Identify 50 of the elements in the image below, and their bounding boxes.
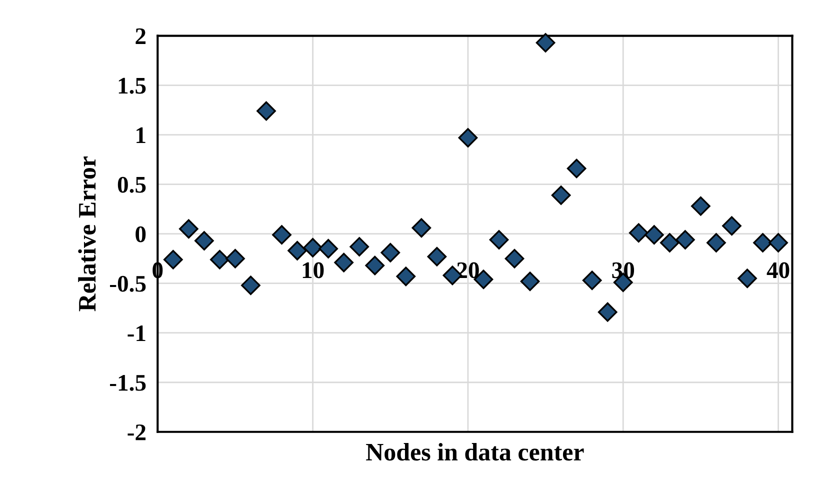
point [458, 128, 478, 148]
point [380, 242, 400, 262]
x-axis-title: Nodes in data center [366, 443, 584, 461]
point [520, 272, 540, 292]
point [706, 233, 726, 252]
point [178, 219, 198, 239]
point [644, 225, 664, 245]
point [334, 252, 354, 272]
y-tick-label: 0.5 [118, 176, 146, 193]
y-axis-title: Relative Error [78, 156, 96, 312]
point [753, 233, 772, 252]
y-tick-label: -0.5 [110, 276, 146, 292]
point [288, 241, 307, 260]
point [738, 268, 757, 288]
point [551, 186, 571, 205]
point [676, 230, 695, 250]
point [396, 266, 416, 286]
point [194, 231, 214, 250]
point [163, 250, 183, 270]
point [598, 302, 618, 322]
point [722, 216, 742, 236]
point [350, 237, 370, 256]
point [412, 218, 432, 238]
point [427, 246, 447, 266]
point [226, 248, 245, 268]
point [365, 256, 385, 276]
point [660, 233, 680, 252]
y-tick-label: 2 [136, 28, 146, 44]
point [241, 276, 260, 296]
point [566, 158, 586, 178]
point [536, 33, 556, 52]
point [504, 248, 524, 268]
y-tick-label: -2 [128, 424, 146, 440]
y-tick-label: 0 [136, 226, 146, 242]
y-tick-label: 1.5 [118, 78, 146, 94]
point [582, 270, 602, 290]
y-tick-label: -1 [128, 325, 146, 342]
x-tick-label: 10 [302, 262, 324, 278]
point [256, 101, 276, 121]
point [303, 238, 322, 258]
x-tick-label: 40 [766, 262, 790, 278]
y-tick-label: 1 [136, 127, 146, 144]
point [318, 239, 338, 258]
point [768, 233, 788, 252]
point [272, 225, 292, 245]
point [628, 223, 648, 243]
y-tick-label: -1.5 [110, 374, 146, 391]
point [489, 230, 509, 250]
point [210, 250, 230, 270]
point [691, 196, 710, 216]
